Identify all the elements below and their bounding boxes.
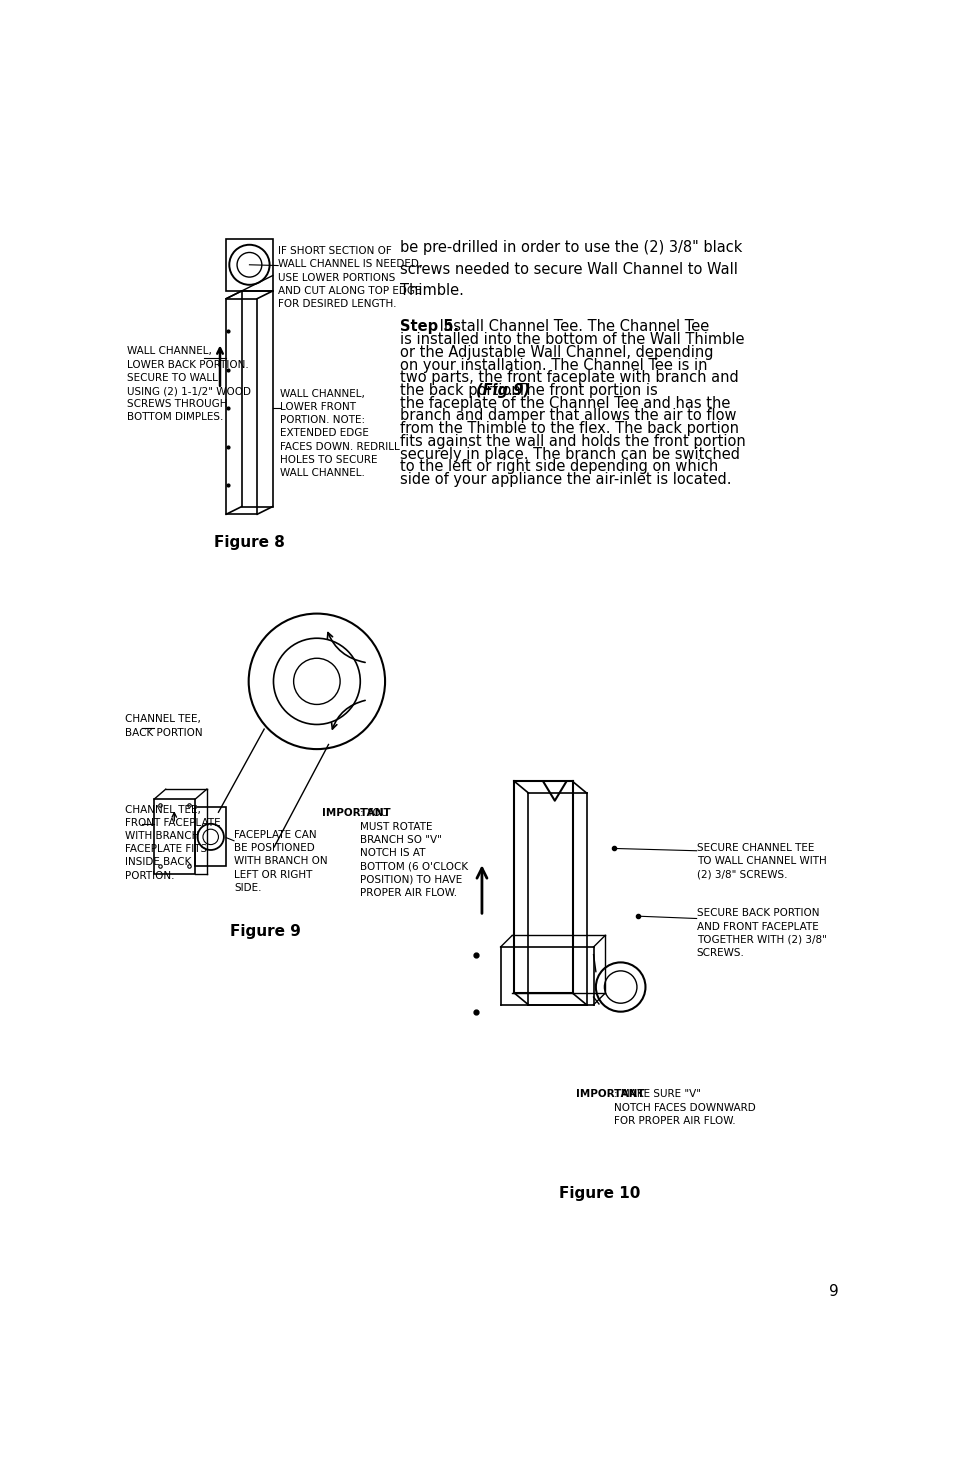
Text: FACEPLATE CAN
BE POSITIONED
WITH BRANCH ON
LEFT OR RIGHT
SIDE.: FACEPLATE CAN BE POSITIONED WITH BRANCH … [233, 830, 327, 892]
Text: SECURE BACK PORTION
AND FRONT FACEPLATE
TOGETHER WITH (2) 3/8"
SCREWS.: SECURE BACK PORTION AND FRONT FACEPLATE … [696, 909, 825, 959]
Text: Step 5.: Step 5. [399, 320, 458, 335]
Text: to the left or right side depending on which: to the left or right side depending on w… [399, 459, 718, 473]
Text: or the Adjustable Wall Channel, depending: or the Adjustable Wall Channel, dependin… [399, 345, 713, 360]
Text: Figure 10: Figure 10 [558, 1186, 639, 1201]
Text: 9: 9 [828, 1285, 838, 1299]
Text: Figure 8: Figure 8 [213, 535, 285, 550]
Text: from the Thimble to the flex. The back portion: from the Thimble to the flex. The back p… [399, 420, 738, 437]
Text: CHANNEL TEE,
BACK PORTION: CHANNEL TEE, BACK PORTION [125, 714, 203, 738]
Text: the faceplate of the Channel Tee and has the: the faceplate of the Channel Tee and has… [399, 395, 729, 410]
Text: the back portion: the back portion [399, 384, 524, 398]
FancyArrowPatch shape [172, 813, 176, 822]
Text: is installed into the bottom of the Wall Thimble: is installed into the bottom of the Wall… [399, 332, 743, 347]
FancyArrowPatch shape [332, 701, 365, 729]
Text: . The front portion is: . The front portion is [508, 384, 658, 398]
FancyArrowPatch shape [327, 633, 365, 662]
Text: WALL CHANNEL,
LOWER BACK PORTION.
SECURE TO WALL
USING (2) 1-1/2" WOOD
SCREWS TH: WALL CHANNEL, LOWER BACK PORTION. SECURE… [127, 347, 251, 422]
Text: : MAKE SURE "V"
NOTCH FACES DOWNWARD
FOR PROPER AIR FLOW.: : MAKE SURE "V" NOTCH FACES DOWNWARD FOR… [614, 1090, 755, 1125]
Text: IF SHORT SECTION OF
WALL CHANNEL IS NEEDED,
USE LOWER PORTIONS
AND CUT ALONG TOP: IF SHORT SECTION OF WALL CHANNEL IS NEED… [278, 246, 422, 310]
Text: Figure 9: Figure 9 [230, 923, 300, 940]
Text: side of your appliance the air-inlet is located.: side of your appliance the air-inlet is … [399, 472, 731, 487]
Text: : YOU
MUST ROTATE
BRANCH SO "V"
NOTCH IS AT
BOTTOM (6 O'CLOCK
POSITION) TO HAVE
: : YOU MUST ROTATE BRANCH SO "V" NOTCH IS… [359, 808, 468, 898]
Text: securely in place. The branch can be switched: securely in place. The branch can be swi… [399, 447, 739, 462]
Text: on your installation. The Channel Tee is in: on your installation. The Channel Tee is… [399, 357, 706, 373]
Text: branch and damper that allows the air to flow: branch and damper that allows the air to… [399, 409, 736, 423]
Text: Install Channel Tee. The Channel Tee: Install Channel Tee. The Channel Tee [435, 320, 708, 335]
Text: be pre-drilled in order to use the (2) 3/8" black
screws needed to secure Wall C: be pre-drilled in order to use the (2) 3… [399, 240, 741, 298]
Text: two parts, the front faceplate with branch and: two parts, the front faceplate with bran… [399, 370, 738, 385]
Text: IMPORTANT: IMPORTANT [322, 808, 391, 819]
Text: WALL CHANNEL,
LOWER FRONT
PORTION. NOTE:
EXTENDED EDGE
FACES DOWN. REDRILL
HOLES: WALL CHANNEL, LOWER FRONT PORTION. NOTE:… [280, 389, 399, 478]
FancyArrowPatch shape [476, 869, 486, 913]
Text: fits against the wall and holds the front portion: fits against the wall and holds the fron… [399, 434, 744, 448]
Text: CHANNEL TEE,
FRONT FACEPLATE
WITH BRANCH
FACEPLATE FITS
INSIDE BACK
PORTION.: CHANNEL TEE, FRONT FACEPLATE WITH BRANCH… [125, 804, 221, 881]
Text: (Fig 9): (Fig 9) [476, 384, 530, 398]
Text: IMPORTANT: IMPORTANT [576, 1090, 644, 1099]
Text: SECURE CHANNEL TEE
TO WALL CHANNEL WITH
(2) 3/8" SCREWS.: SECURE CHANNEL TEE TO WALL CHANNEL WITH … [696, 844, 825, 879]
